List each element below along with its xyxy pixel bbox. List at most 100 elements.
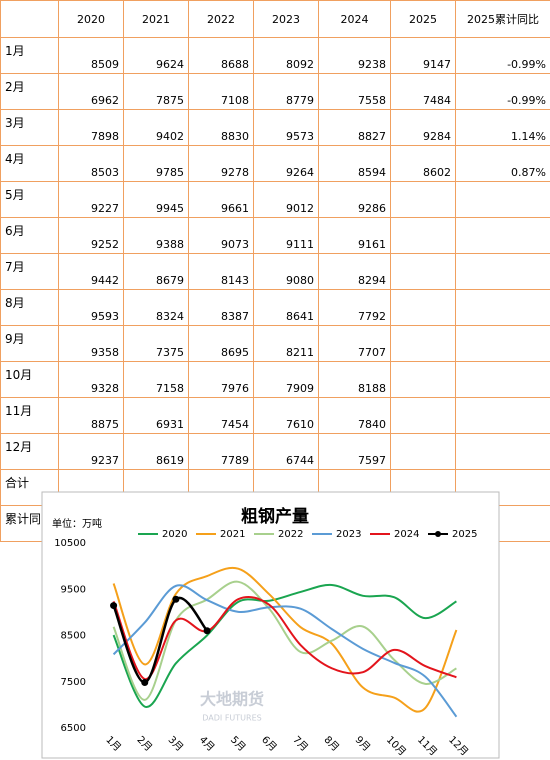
table-cell: 0.87% (455, 145, 550, 182)
table-cell (390, 181, 456, 218)
y-tick-label: 7500 (61, 677, 86, 688)
table-cell: 8509 (58, 37, 124, 74)
table-cell: 9388 (123, 217, 189, 254)
table-cell: 9573 (253, 109, 319, 146)
column-header: 2025累计同比 (455, 0, 550, 38)
table-cell: -0.99% (455, 37, 550, 74)
table-cell: 7898 (58, 109, 124, 146)
point-marker (141, 678, 149, 686)
table-cell: 9442 (58, 253, 124, 290)
table-cell: 9012 (253, 181, 319, 218)
y-axis-label: 单位：万吨 (52, 517, 102, 530)
legend-marker (435, 531, 441, 537)
table-cell: 8830 (188, 109, 254, 146)
table-cell: 9402 (123, 109, 189, 146)
table-cell: 9237 (58, 433, 124, 470)
table-cell: 1.14% (455, 109, 550, 146)
table-cell (455, 361, 550, 398)
table-row: 11月 8875 6931 7454 7610 7840 (0, 397, 550, 434)
table-row: 12月 9237 8619 7789 6744 7597 (0, 433, 550, 470)
table-cell (455, 217, 550, 254)
table-cell (390, 361, 456, 398)
table-cell: 8324 (123, 289, 189, 326)
y-tick-label: 8500 (61, 631, 86, 642)
table-cell: 8188 (318, 361, 391, 398)
table-cell: -0.99% (455, 73, 550, 110)
table-cell (390, 253, 456, 290)
table-cell: 7484 (390, 73, 456, 110)
row-label: 6月 (0, 217, 59, 254)
chart-frame (41, 491, 500, 759)
table-cell (390, 325, 456, 362)
legend-label: 2025 (452, 529, 477, 540)
series-line (112, 596, 457, 681)
chart-title: 粗钢产量 (241, 506, 309, 527)
table-cell (455, 289, 550, 326)
legend-label: 2021 (220, 529, 245, 540)
row-label: 3月 (0, 109, 59, 146)
table-cell: 9278 (188, 145, 254, 182)
table-cell: 9624 (123, 37, 189, 74)
table-cell: 8211 (253, 325, 319, 362)
table-cell: 7875 (123, 73, 189, 110)
data-table: 2020 2021 2022 2023 2024 2025 2025累计同比 1月 8509 96… (0, 0, 550, 542)
table-row: 4月 8503 9785 9278 9264 8594 8602 0.87% (0, 145, 550, 182)
table-cell: 7909 (253, 361, 319, 398)
table-cell: 7597 (318, 433, 391, 470)
table-cell (455, 181, 550, 218)
table-row: 1月 8509 9624 8688 8092 9238 9147 -0.99% (0, 37, 550, 74)
header-row: 2020 2021 2022 2023 2024 2025 2025累计同比 (0, 0, 550, 38)
table-cell: 9785 (123, 145, 189, 182)
point-marker (110, 602, 118, 610)
watermark-sub: DADI FUTURES (202, 714, 261, 723)
table-cell: 7610 (253, 397, 319, 434)
table-row: 9月 9358 7375 8695 8211 7707 (0, 325, 550, 362)
table-cell: 9593 (58, 289, 124, 326)
column-header: 2022 (188, 0, 254, 38)
table-cell: 8875 (58, 397, 124, 434)
table-cell: 9358 (58, 325, 124, 362)
table-cell (390, 289, 456, 326)
table-cell: 8827 (318, 109, 391, 146)
table-cell (390, 397, 456, 434)
y-tick-label: 10500 (54, 538, 86, 549)
table-cell: 8143 (188, 253, 254, 290)
point-marker (172, 595, 180, 603)
table-cell (455, 325, 550, 362)
table-cell: 9147 (390, 37, 456, 74)
legend-label: 2023 (336, 529, 361, 540)
series-line (112, 596, 209, 684)
table-cell: 9111 (253, 217, 319, 254)
table-cell: 9284 (390, 109, 456, 146)
table-cell: 6931 (123, 397, 189, 434)
legend-label: 2020 (162, 529, 187, 540)
row-label: 5月 (0, 181, 59, 218)
table-cell: 7158 (123, 361, 189, 398)
table-cell: 7558 (318, 73, 391, 110)
table-row: 8月 9593 8324 8387 8641 7792 (0, 289, 550, 326)
y-tick-label: 9500 (61, 584, 86, 595)
table-row: 3月 7898 9402 8830 9573 8827 9284 1.14% (0, 109, 550, 146)
legend-label: 2024 (394, 529, 419, 540)
row-label: 8月 (0, 289, 59, 326)
table-cell: 7108 (188, 73, 254, 110)
row-label: 7月 (0, 253, 59, 290)
legend-label: 2022 (278, 529, 303, 540)
table-cell: 8679 (123, 253, 189, 290)
table-row: 10月 9328 7158 7976 7909 8188 (0, 361, 550, 398)
point-marker (203, 627, 211, 635)
series-line (112, 584, 458, 718)
watermark: 大地期货 (200, 690, 264, 709)
series-line (112, 583, 457, 708)
row-label: 12月 (0, 433, 59, 470)
series-line (112, 580, 457, 701)
table-cell: 8641 (253, 289, 319, 326)
y-tick-label: 6500 (61, 723, 86, 734)
table-cell: 9227 (58, 181, 124, 218)
table-cell (455, 433, 550, 470)
column-header: 2025 (390, 0, 456, 38)
table-cell: 6962 (58, 73, 124, 110)
table-cell (455, 253, 550, 290)
